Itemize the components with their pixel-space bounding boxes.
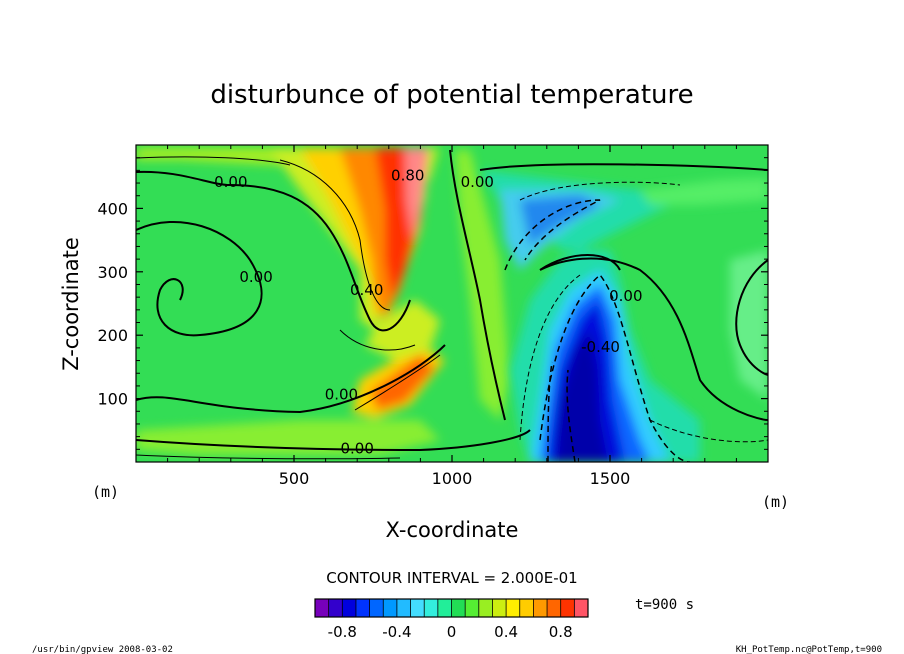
time-label: t=900 s <box>635 597 694 613</box>
contour-label: 0.00 <box>609 287 642 305</box>
y-axis-title: Z-coordinate <box>59 237 83 371</box>
contour-lines <box>136 149 768 462</box>
field-warm-regions <box>136 148 510 455</box>
colorbar-segment <box>437 599 452 617</box>
colorbar-segment <box>396 599 412 617</box>
colorbar-segment <box>478 599 493 617</box>
contour-line <box>479 163 768 171</box>
contour-line <box>339 329 416 351</box>
contour-label-layer: 0.00 0.00 0.40 0.80 0.00 0.00 0.00 0.00 -0.40 <box>214 167 642 458</box>
y-tick-label: 200 <box>97 326 128 345</box>
colorbar: -0.8 -0.4 0 0.4 0.8 <box>314 598 589 641</box>
x-tick-label: 500 <box>279 469 310 488</box>
contour-line <box>136 170 411 332</box>
colorbar-segment <box>328 599 343 617</box>
colorbar-segment <box>519 599 534 617</box>
contour-line <box>136 429 531 452</box>
colorbar-segment <box>424 599 439 617</box>
contour-line <box>547 361 553 462</box>
colorbar-segment <box>547 599 562 617</box>
contour-line <box>136 156 291 166</box>
contour-label: 0.00 <box>325 385 358 403</box>
contour-line <box>449 149 506 421</box>
colorbar-segment <box>560 599 575 617</box>
contour-line <box>354 354 441 411</box>
colorbar-tick-label: 0 <box>447 623 457 641</box>
contour-label: 0.00 <box>340 439 373 457</box>
colorbar-segment <box>574 599 589 617</box>
contour-line <box>519 181 681 201</box>
contour-label: -0.40 <box>581 338 620 356</box>
y-unit-label: (m) <box>92 483 119 501</box>
chart-title: disturbunce of potential temperature <box>210 80 693 110</box>
colorbar-frame <box>314 598 589 618</box>
colorbar-segment <box>492 599 507 617</box>
colorbar-segment <box>506 599 521 617</box>
colorbar-segment <box>465 599 480 617</box>
axis-layer: 500 1000 1500 100 200 300 400 <box>97 145 768 488</box>
colorbar-tick-label: 0.4 <box>494 623 518 641</box>
footer-left: /usr/bin/gpview 2008-03-02 <box>32 645 173 654</box>
y-tick-label: 300 <box>97 263 128 282</box>
contour-line <box>735 259 768 376</box>
contour-label: 0.40 <box>350 281 383 299</box>
contour-label: 0.00 <box>239 268 272 286</box>
colorbar-tick-label: 0.8 <box>549 623 573 641</box>
colorbar-segment <box>451 599 466 617</box>
contour-label: 0.00 <box>214 173 247 191</box>
footer-right: KH_PotTemp.nc@PotTemp,t=900 <box>736 645 882 654</box>
x-unit-label: (m) <box>762 493 789 511</box>
contour-line <box>566 369 576 462</box>
colorbar-segment <box>533 599 548 617</box>
contour-label: 0.00 <box>461 173 494 191</box>
contour-line <box>136 344 446 414</box>
x-axis-title: X-coordinate <box>386 518 519 542</box>
field-cold-regions <box>480 170 768 462</box>
contour-interval-label: CONTOUR INTERVAL = 2.000E-01 <box>326 569 577 587</box>
contour-line <box>504 199 601 271</box>
colorbar-segment <box>355 599 371 617</box>
contour-line <box>519 274 581 441</box>
colorbar-segment <box>342 599 357 617</box>
contour-line <box>136 454 401 460</box>
contour-label: 0.80 <box>391 167 424 185</box>
plot-area: 0.00 0.00 0.40 0.80 0.00 0.00 0.00 0.00 -0.40 <box>136 145 768 462</box>
contour-line <box>539 254 768 421</box>
colorbar-tick-label: -0.8 <box>328 623 357 641</box>
colorbar-segment <box>315 599 330 617</box>
colorbar-segment <box>410 599 425 617</box>
colorbar-tick-label: -0.4 <box>382 623 411 641</box>
y-tick-label: 100 <box>97 390 128 409</box>
colorbar-segment <box>369 599 384 617</box>
contour-line <box>279 159 391 311</box>
y-tick-label: 400 <box>97 199 128 218</box>
colorbar-segment <box>383 599 398 617</box>
contour-line <box>649 419 768 443</box>
contour-line <box>136 221 263 337</box>
contour-line <box>539 273 691 462</box>
x-tick-label: 1000 <box>432 469 473 488</box>
x-tick-label: 1500 <box>590 469 631 488</box>
